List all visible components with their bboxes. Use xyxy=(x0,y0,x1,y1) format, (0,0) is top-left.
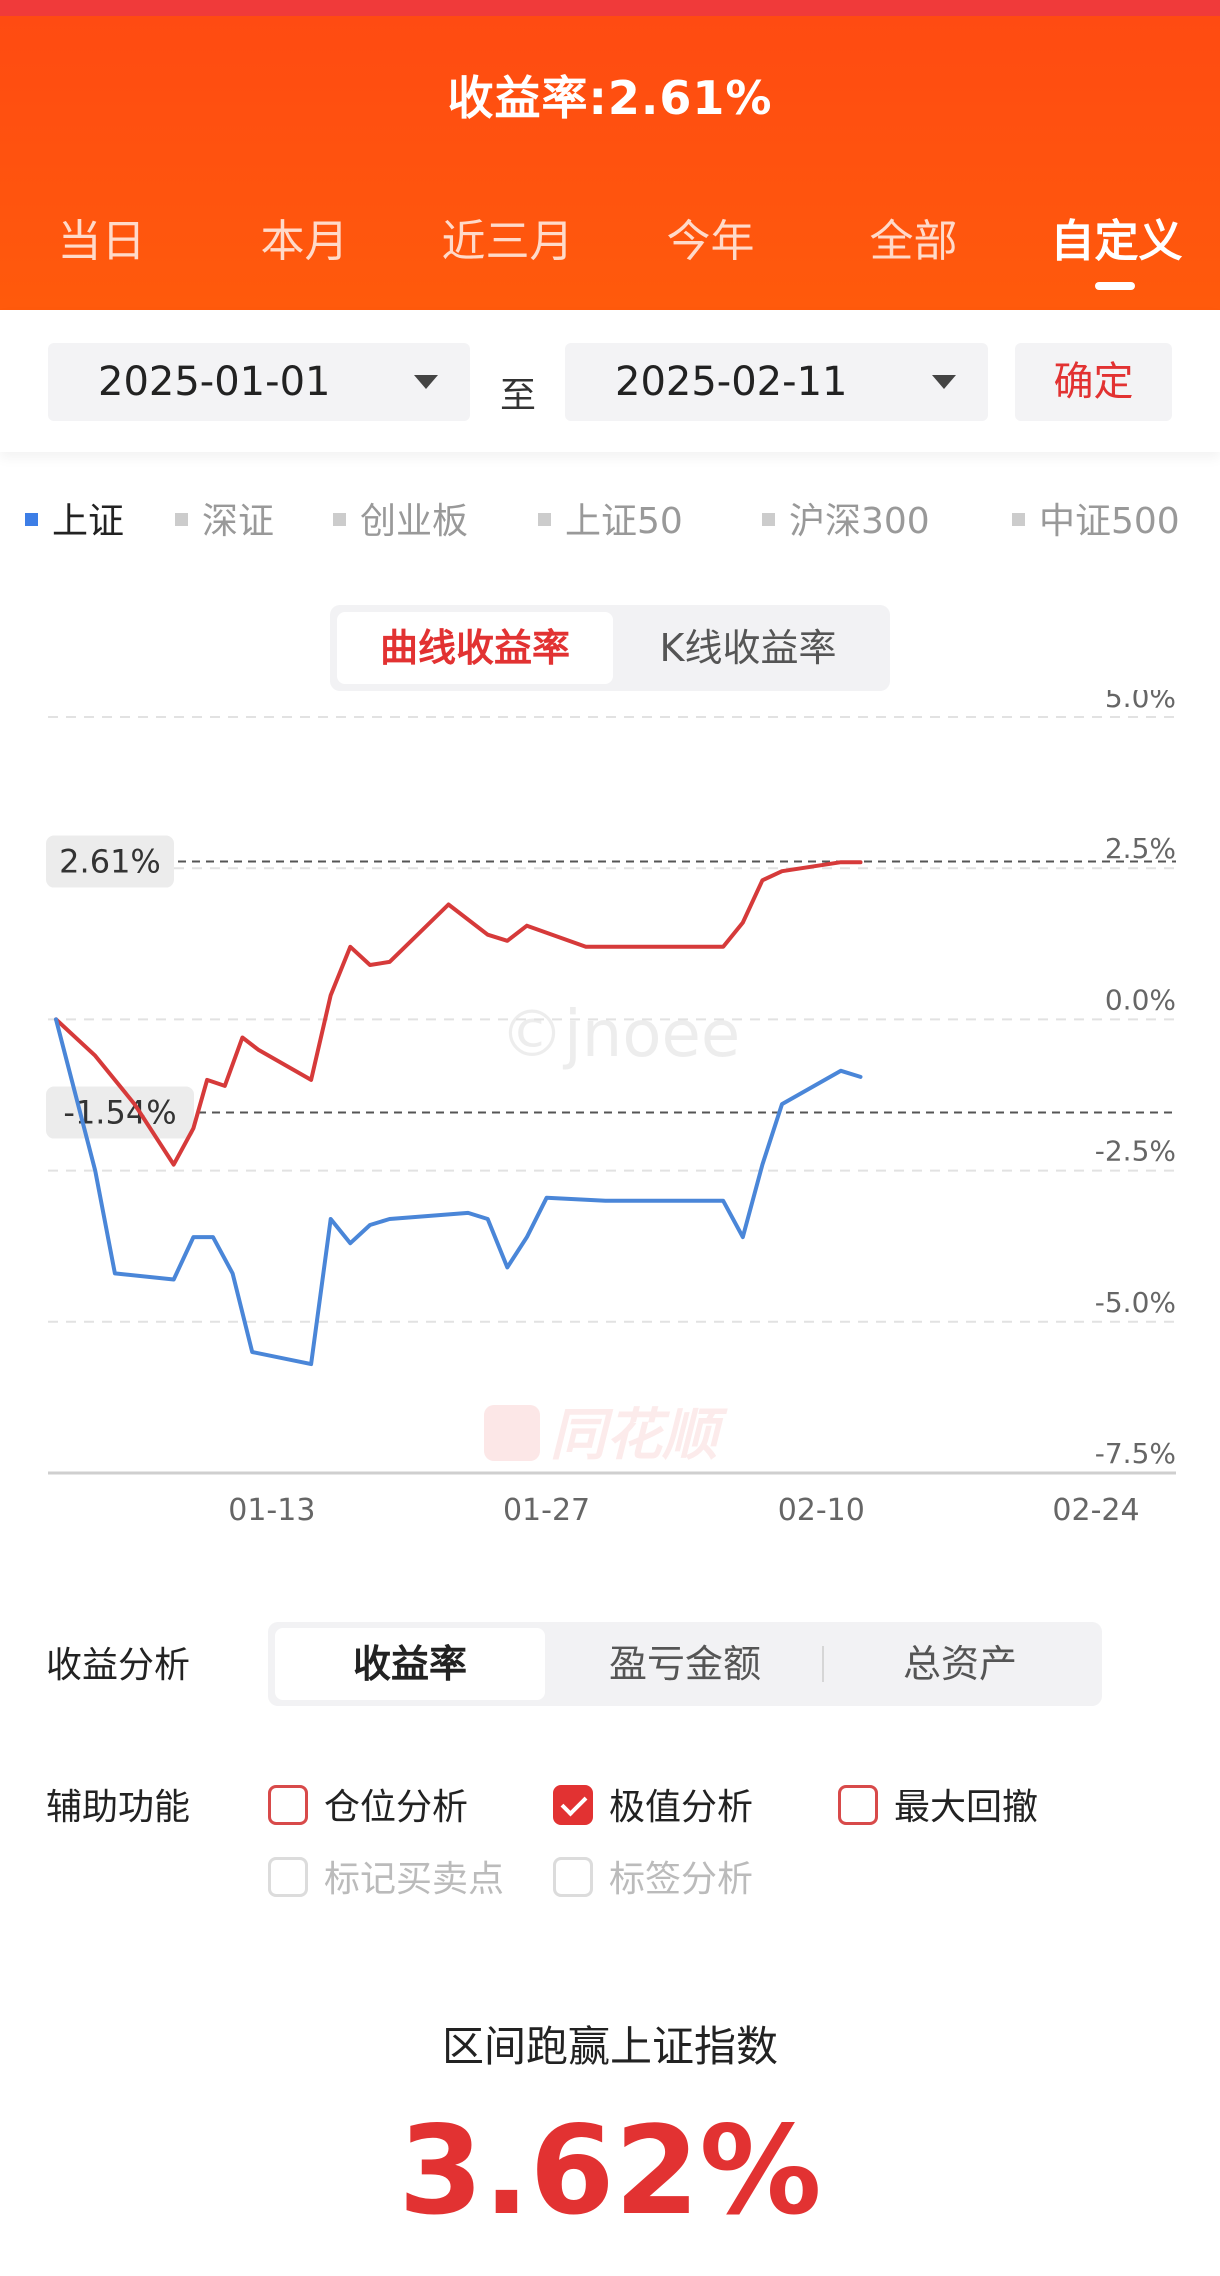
index-sse[interactable]: 上证 xyxy=(25,492,124,544)
brand-logo-icon xyxy=(484,1404,540,1461)
index-label: 深证 xyxy=(202,501,275,542)
checkbox-icon xyxy=(838,1785,878,1825)
analysis-label: 收益分析 xyxy=(46,1645,191,1686)
checkbox-trade-markers: 标记买卖点 xyxy=(268,1850,504,1900)
y-tick-label: -5.0% xyxy=(1095,1286,1176,1319)
checkbox-position-analysis[interactable]: 仓位分析 xyxy=(268,1778,468,1828)
caret-down-icon xyxy=(414,375,438,389)
tab-all[interactable]: 全部 xyxy=(869,216,958,267)
y-tick-label: 2.5% xyxy=(1105,832,1176,865)
index-sse50[interactable]: 上证50 xyxy=(538,492,683,544)
index-label: 沪深300 xyxy=(789,501,930,542)
tab-custom[interactable]: 自定义 xyxy=(1050,216,1183,267)
tab-this-year[interactable]: 今年 xyxy=(666,216,755,267)
page-title: 收益率:2.61% xyxy=(447,71,773,125)
date-range-bar: 2025-01-01 至 2025-02-11 确定 xyxy=(0,310,1220,452)
analysis-pnl-amount[interactable]: 盈亏金额 xyxy=(608,1642,761,1686)
mode-curve-return[interactable]: 曲线收益率 xyxy=(337,612,613,684)
checkbox-label: 最大回撤 xyxy=(894,1787,1039,1828)
confirm-button[interactable]: 确定 xyxy=(1015,343,1172,421)
status-strip xyxy=(0,0,1220,16)
index-csi500[interactable]: 中证500 xyxy=(1012,492,1180,544)
extreme-value-tag-bg xyxy=(46,835,174,888)
analysis-total-assets[interactable]: 总资产 xyxy=(902,1642,1017,1686)
brand-watermark: 同花顺 xyxy=(484,1390,718,1471)
checkbox-tag-analysis: 标签分析 xyxy=(553,1850,753,1900)
x-tick-label: 02-24 xyxy=(1052,1493,1139,1528)
y-tick-label: -2.5% xyxy=(1095,1135,1176,1168)
author-watermark: ©jnoee xyxy=(500,998,741,1072)
x-tick-label: 01-13 xyxy=(228,1493,315,1528)
checkbox-icon xyxy=(268,1857,308,1897)
y-tick-label: 0.0% xyxy=(1105,983,1176,1016)
series-dot-icon xyxy=(25,512,38,526)
caret-down-icon xyxy=(932,375,956,389)
index-chinext[interactable]: 创业板 xyxy=(333,492,468,544)
portfolio-return-line xyxy=(54,860,863,1167)
tab-three-months[interactable]: 近三月 xyxy=(441,216,574,267)
x-tick-label: 01-27 xyxy=(503,1493,590,1528)
index-label: 创业板 xyxy=(360,501,469,542)
date-separator: 至 xyxy=(500,375,537,416)
active-tab-indicator xyxy=(1095,282,1135,290)
end-date-select[interactable]: 2025-02-11 xyxy=(565,343,988,421)
checkbox-label: 标签分析 xyxy=(609,1859,754,1900)
y-tick-label: 5.0% xyxy=(1105,690,1176,714)
index-szse[interactable]: 深证 xyxy=(175,492,274,544)
index-return-line xyxy=(54,1017,863,1367)
mode-kline-return[interactable]: K线收益率 xyxy=(659,626,837,670)
extreme-value-tag: 2.61% xyxy=(59,843,161,881)
index-label: 中证500 xyxy=(1039,501,1180,542)
checkbox-label: 仓位分析 xyxy=(324,1787,469,1828)
series-dot-icon xyxy=(175,512,188,526)
checkbox-icon xyxy=(268,1785,308,1825)
series-dot-icon xyxy=(1012,512,1025,526)
start-date-value: 2025-01-01 xyxy=(98,359,331,405)
chart-canvas[interactable]: 5.0% 2.5% 0.0% -2.5% -5.0% -7.5% 01-13 01-27 02-… xyxy=(0,690,1220,1550)
outperform-title: 区间跑赢上证指数 xyxy=(441,2022,778,2071)
checkbox-label: 极值分析 xyxy=(609,1787,754,1828)
checkbox-label: 标记买卖点 xyxy=(324,1859,505,1900)
checkbox-max-drawdown[interactable]: 最大回撤 xyxy=(838,1778,1038,1828)
index-label: 上证 xyxy=(52,501,125,542)
index-csi300[interactable]: 沪深300 xyxy=(762,492,930,544)
chart-mode-toggle: 曲线收益率 K线收益率 xyxy=(330,605,890,691)
return-chart: ©jnoee 同花顺 5.0% 2.5% 0.0% -2.5% -5.0% -7.5% 01… xyxy=(0,690,1220,1550)
series-dot-icon xyxy=(762,512,775,526)
tab-today[interactable]: 当日 xyxy=(57,216,146,267)
series-dot-icon xyxy=(333,512,346,526)
y-tick-label: -7.5% xyxy=(1095,1437,1176,1470)
end-date-value: 2025-02-11 xyxy=(615,359,848,405)
segment-divider xyxy=(822,1646,824,1682)
outperform-value: 3.62% xyxy=(398,2100,822,2242)
analysis-return-rate[interactable]: 收益率 xyxy=(275,1628,545,1700)
index-legend: 上证 深证 创业板 上证50 沪深300 中证500 xyxy=(0,492,1220,552)
header: 收益率:2.61% 当日 本月 近三月 今年 全部 自定义 xyxy=(0,0,1220,310)
analysis-toggle: 收益率 盈亏金额 总资产 xyxy=(268,1622,1102,1706)
brand-watermark-text: 同花顺 xyxy=(550,1403,718,1468)
checkbox-extreme-analysis[interactable]: 极值分析 xyxy=(553,1778,753,1828)
checkbox-icon xyxy=(553,1857,593,1897)
x-tick-label: 02-10 xyxy=(778,1493,865,1528)
period-tabs: 当日 本月 近三月 今年 全部 自定义 xyxy=(0,205,1220,275)
series-dot-icon xyxy=(538,512,551,526)
index-label: 上证50 xyxy=(565,501,683,542)
aux-label: 辅助功能 xyxy=(46,1787,191,1828)
tab-this-month[interactable]: 本月 xyxy=(260,216,349,267)
start-date-select[interactable]: 2025-01-01 xyxy=(48,343,470,421)
checkbox-checked-icon xyxy=(553,1785,593,1825)
